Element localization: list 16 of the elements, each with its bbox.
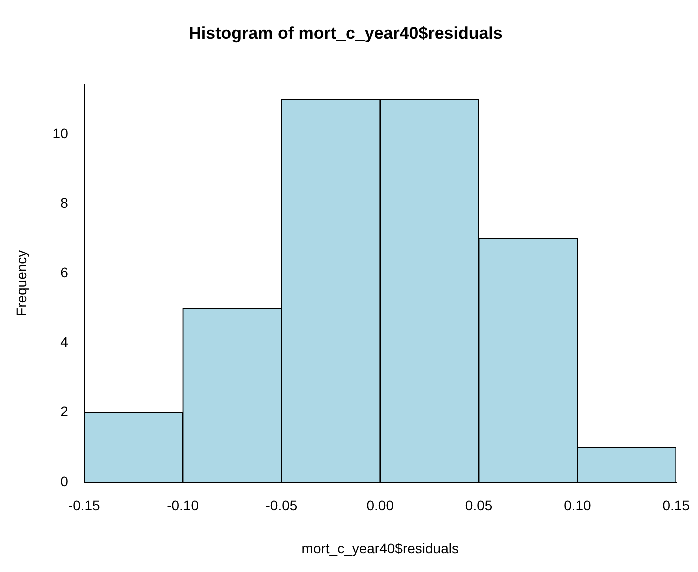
x-tick-label: -0.15: [68, 498, 101, 514]
x-tick-label: 0.05: [465, 498, 493, 514]
y-tick-label: 8: [60, 194, 69, 211]
x-tick-label: -0.05: [266, 498, 298, 514]
x-tick-label: -0.10: [167, 498, 200, 514]
y-tick-label: 2: [60, 404, 69, 420]
x-tick-label: 0.15: [662, 498, 690, 514]
chart-title: Histogram of mort_c_year40$residuals: [189, 24, 503, 43]
y-tick-label: 6: [60, 264, 69, 281]
y-tick-label: 10: [52, 125, 69, 142]
x-tick-label: 0.00: [366, 498, 394, 514]
x-axis-title: mort_c_year40$residuals: [302, 540, 459, 556]
y-axis-title: Frequency: [13, 250, 30, 316]
y-tick-label: 0: [60, 473, 69, 490]
x-tick-label: 0.10: [564, 498, 592, 514]
y-tick-label: 4: [60, 334, 69, 350]
